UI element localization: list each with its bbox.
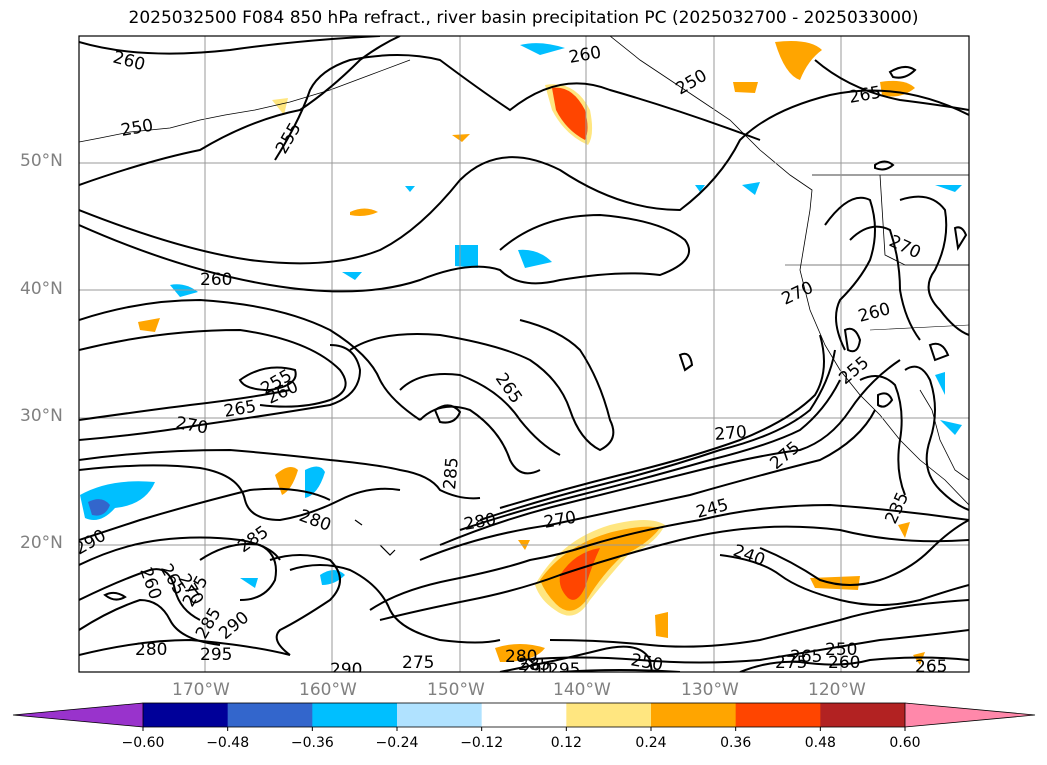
gridlines (79, 36, 969, 672)
colorbar-segment (312, 703, 398, 727)
contour-label: 270 (714, 422, 748, 445)
colorbar-segment (735, 703, 821, 727)
colorbar-tick-label: −0.12 (460, 735, 504, 751)
lon-label-140w: 140°W (553, 680, 611, 700)
colorbar-segment (143, 703, 229, 727)
lat-label-50n: 50°N (20, 151, 63, 171)
contour-label: 290 (520, 660, 552, 680)
contour-label: 265 (915, 657, 947, 677)
lat-label-40n: 40°N (20, 279, 63, 299)
contour-label: 290 (330, 660, 362, 680)
contour-label: 260 (200, 270, 232, 290)
contour-label: 280 (505, 647, 537, 667)
colorbar-segment (566, 703, 652, 727)
colorbar-tick-label: 0.12 (550, 735, 582, 751)
colorbar-tick-label: −0.24 (375, 735, 419, 751)
colorbar-segment (651, 703, 737, 727)
contour-label: 275 (402, 653, 434, 673)
colorbar-tick-label: 0.48 (804, 735, 836, 751)
contour-label: 265 (790, 647, 822, 667)
colorbar-segment (481, 703, 567, 727)
lat-label-20n: 20°N (20, 533, 63, 553)
lon-label-170w: 170°W (172, 680, 230, 700)
colorbar-tick-label: −0.36 (290, 735, 334, 751)
colorbar-extend-high (905, 703, 1035, 727)
map-area: 260 250 255 260 265 260 250 255 260 265 … (79, 36, 969, 680)
contour-label: 285 (440, 456, 463, 490)
contour-label: 260 (828, 653, 860, 673)
contour-label: 280 (135, 640, 167, 660)
colorbar-tick-label: 0.24 (635, 735, 667, 751)
contour-label: 250 (825, 640, 857, 660)
colorbar-tick-label: 0.36 (720, 735, 752, 751)
colorbar-ticks (142, 727, 906, 731)
refractivity-contours (79, 36, 969, 672)
colorbar-segment (820, 703, 906, 727)
colorbar-tick-label: −0.48 (206, 735, 250, 751)
coastlines (79, 36, 969, 556)
colorbar-segment (397, 703, 483, 727)
contour-label: 285 (518, 655, 550, 675)
map-frame (78, 35, 970, 673)
map-title: 2025032500 F084 850 hPa refract., river … (128, 8, 919, 28)
contour-label: 295 (548, 660, 580, 680)
lat-label-30n: 30°N (20, 406, 63, 426)
lon-label-160w: 160°W (299, 680, 357, 700)
contour-label: 250 (629, 650, 664, 675)
lon-label-130w: 130°W (681, 680, 739, 700)
colorbar-segment (227, 703, 313, 727)
lon-label-150w: 150°W (427, 680, 485, 700)
precip-shading (80, 41, 962, 665)
contour-label: 275 (775, 653, 807, 673)
colorbar-tick-label: −0.60 (121, 735, 165, 751)
colorbar-extend-low (13, 703, 143, 727)
contour-label: 295 (200, 645, 232, 665)
lon-label-120w: 120°W (808, 680, 866, 700)
colorbar-segments (13, 703, 1035, 727)
colorbar (12, 702, 1036, 731)
colorbar-tick-label: 0.60 (889, 735, 921, 751)
